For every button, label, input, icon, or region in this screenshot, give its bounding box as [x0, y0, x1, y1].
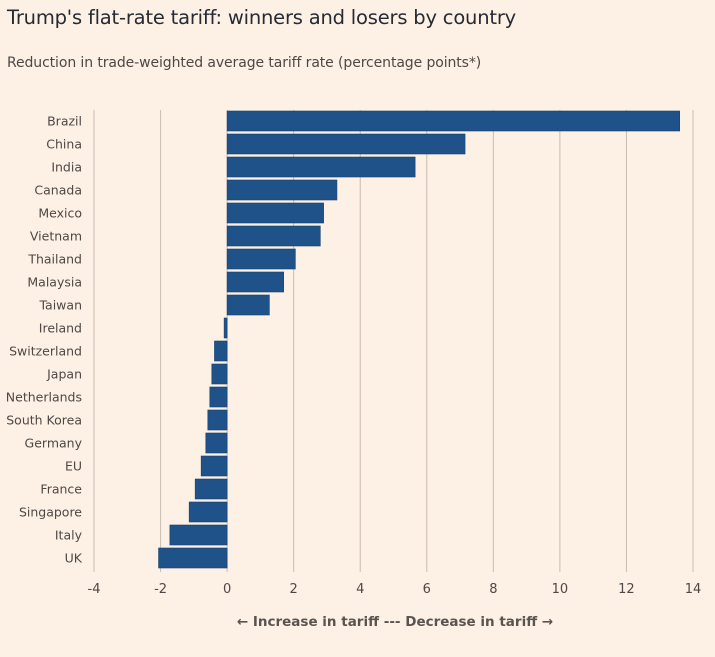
category-label: Netherlands [6, 390, 82, 405]
category-label: Thailand [27, 252, 82, 267]
x-tick-label: 0 [223, 582, 231, 597]
bar-taiwan [226, 294, 270, 316]
x-tick-label: 6 [423, 582, 431, 597]
category-label: India [51, 160, 82, 175]
bar-france [194, 478, 228, 500]
category-label: Malaysia [27, 275, 82, 290]
category-label: Vietnam [30, 229, 82, 244]
category-label: Switzerland [9, 344, 82, 359]
bar-eu [200, 455, 228, 477]
x-tick-label: 4 [356, 582, 364, 597]
category-label: UK [65, 551, 83, 566]
x-axis-label: ← Increase in tariff --- Decrease in tar… [236, 614, 554, 630]
gridlines [93, 110, 694, 572]
category-label: China [46, 137, 82, 152]
chart-subtitle: Reduction in trade-weighted average tari… [7, 55, 482, 71]
x-tick-labels: -4 -2 0 2 4 6 8 10 12 14 [88, 582, 702, 597]
category-label: Taiwan [38, 298, 82, 313]
bar-ireland [223, 317, 228, 339]
x-tick-label: 8 [489, 582, 497, 597]
category-label: Mexico [38, 206, 82, 221]
bar-vietnam [226, 225, 321, 247]
category-label: Brazil [47, 114, 82, 129]
category-label: Germany [25, 436, 83, 451]
bar-india [226, 156, 416, 178]
chart-title: Trump's flat-rate tariff: winners and lo… [7, 6, 516, 29]
bar-malaysia [226, 271, 284, 293]
bar-thailand [226, 248, 296, 270]
bar-switzerland [214, 340, 228, 362]
bar-netherlands [209, 386, 228, 408]
x-tick-label: 12 [618, 582, 635, 597]
bar-brazil [226, 110, 680, 132]
category-label: Singapore [19, 505, 82, 520]
bar-germany [205, 432, 228, 454]
category-label: Italy [55, 528, 83, 543]
category-label: Ireland [39, 321, 82, 336]
category-labels: Brazil China India Canada Mexico Vietnam Thail… [6, 114, 83, 566]
category-label: South Korea [6, 413, 82, 428]
category-label: Japan [46, 367, 82, 382]
bar-italy [169, 524, 228, 546]
x-tick-label: 14 [685, 582, 702, 597]
bar-mexico [226, 202, 324, 224]
bar-uk [158, 547, 228, 569]
bar-japan [211, 363, 228, 385]
category-label: France [40, 482, 82, 497]
x-tick-label: -4 [88, 582, 101, 597]
category-label: EU [65, 459, 82, 474]
bar-china [226, 133, 466, 155]
bar-south-korea [207, 409, 228, 431]
bars [158, 110, 680, 569]
x-tick-label: 10 [552, 582, 569, 597]
x-tick-label: -2 [154, 582, 167, 597]
x-tick-label: 2 [290, 582, 298, 597]
bar-canada [226, 179, 338, 201]
bar-singapore [188, 501, 228, 523]
category-label: Canada [34, 183, 82, 198]
